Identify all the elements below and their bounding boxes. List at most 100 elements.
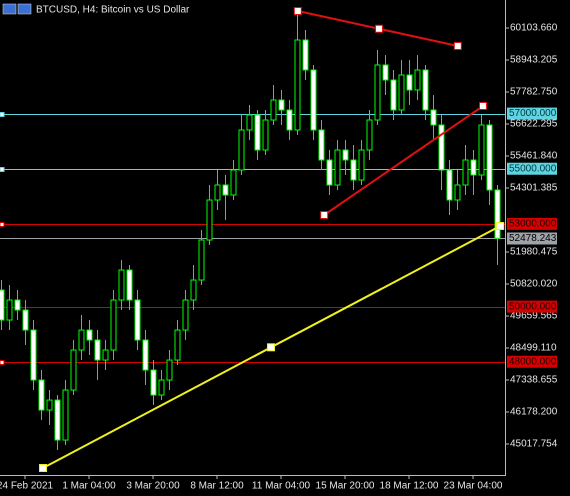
candle-body xyxy=(126,269,133,301)
y-tick-label: 50820.020 xyxy=(510,279,558,290)
candle-body xyxy=(326,159,333,186)
candle-body xyxy=(190,279,197,301)
x-tick-label: 11 Mar 04:00 xyxy=(252,481,311,492)
candle-body xyxy=(310,69,317,131)
candle-body xyxy=(486,124,493,191)
y-tick-label: 47338.655 xyxy=(510,375,558,386)
candle-body xyxy=(94,339,101,361)
candle-body xyxy=(238,129,245,171)
candle-body xyxy=(302,39,309,71)
candle-body xyxy=(166,359,173,381)
x-tick-label: 8 Mar 12:00 xyxy=(190,481,244,492)
candle-body xyxy=(286,109,293,131)
candle-body xyxy=(390,79,397,111)
candle-body xyxy=(118,269,125,301)
candle-body xyxy=(246,114,253,131)
candle-body xyxy=(414,69,421,91)
candle-body xyxy=(278,99,285,111)
y-tick-label: 57782.750 xyxy=(510,87,558,98)
candle-body xyxy=(366,119,373,151)
level-anchor xyxy=(0,222,5,227)
candle-body xyxy=(478,124,485,176)
level-anchor xyxy=(0,112,5,117)
candle-body xyxy=(430,109,437,126)
candle-body xyxy=(214,184,221,201)
level-label-box xyxy=(507,300,557,313)
candle-body xyxy=(198,239,205,281)
trendline-handle xyxy=(267,343,275,352)
candle-body xyxy=(262,119,269,151)
candle-body xyxy=(334,149,341,186)
candle-body xyxy=(382,64,389,81)
level-label: 48000.000 xyxy=(509,356,557,367)
candle-body xyxy=(38,379,45,411)
level-anchor xyxy=(0,360,5,365)
y-tick-label: 45017.754 xyxy=(510,439,558,450)
candle-body xyxy=(462,159,469,186)
x-tick-label: 18 Mar 12:00 xyxy=(380,481,439,492)
candle-body xyxy=(342,149,349,161)
y-tick-label: 51980.475 xyxy=(510,247,558,258)
x-tick-label: 23 Mar 04:00 xyxy=(444,481,503,492)
candle-body xyxy=(422,69,429,111)
candle-body xyxy=(222,184,229,196)
candle-body xyxy=(174,329,181,361)
candle-body xyxy=(150,369,157,396)
candle-body xyxy=(318,129,325,161)
candle-body xyxy=(470,159,477,176)
trendline xyxy=(323,105,484,216)
level-label: 50000.000 xyxy=(509,301,557,312)
y-tick-label: 56622.295 xyxy=(510,119,558,130)
level-label-box xyxy=(507,107,557,120)
level-label: 55000.000 xyxy=(509,163,557,174)
candle-body xyxy=(254,114,261,151)
level-label-box xyxy=(507,162,557,175)
symbol-icon xyxy=(17,3,32,15)
y-tick-label: 54301.385 xyxy=(510,183,558,194)
candle-body xyxy=(70,349,77,391)
candle-body xyxy=(54,399,61,441)
candle-body xyxy=(406,74,413,91)
y-tick-label: 60103.660 xyxy=(510,23,558,34)
y-tick-label: 55461.840 xyxy=(510,151,558,162)
trendline-handle xyxy=(320,211,329,220)
y-tick-label: 58943.205 xyxy=(510,55,558,66)
candle-body xyxy=(374,64,381,121)
candle-body xyxy=(6,299,13,321)
candle-body xyxy=(142,339,149,371)
level-anchor xyxy=(0,167,5,172)
candle-body xyxy=(30,329,37,381)
current-price-box xyxy=(507,232,557,245)
chart-title: BTCUSD, H4: Bitcoin vs US Dollar xyxy=(36,5,190,16)
level-label-box xyxy=(507,217,557,230)
candle-body xyxy=(62,389,69,441)
candle-body xyxy=(494,189,501,239)
level-label-box xyxy=(507,355,557,368)
trendline-handle xyxy=(375,24,383,33)
candle-body xyxy=(294,39,301,131)
candle-body xyxy=(206,199,213,241)
candle-body xyxy=(182,299,189,331)
candle-body xyxy=(230,169,237,196)
y-tick-label: 46178.200 xyxy=(510,407,558,418)
y-tick-label: 48499.110 xyxy=(510,343,557,354)
x-tick-label: 24 Feb 2021 xyxy=(0,481,54,492)
candle-body xyxy=(0,289,5,321)
trendline-handle xyxy=(39,464,47,473)
trendline-handle xyxy=(293,7,302,16)
candle-body xyxy=(158,379,165,396)
level-label: 57000.000 xyxy=(509,108,557,119)
candle-body xyxy=(22,309,29,331)
candle-body xyxy=(446,169,453,201)
x-tick-label: 15 Mar 20:00 xyxy=(316,481,375,492)
current-price-label: 52478.243 xyxy=(509,233,557,244)
trendline-handle xyxy=(453,41,462,50)
candle-body xyxy=(270,99,277,121)
candle-body xyxy=(110,299,117,351)
candle-body xyxy=(438,124,445,171)
trendline-handle xyxy=(496,222,505,231)
y-tick-label: 49659.565 xyxy=(510,311,558,322)
